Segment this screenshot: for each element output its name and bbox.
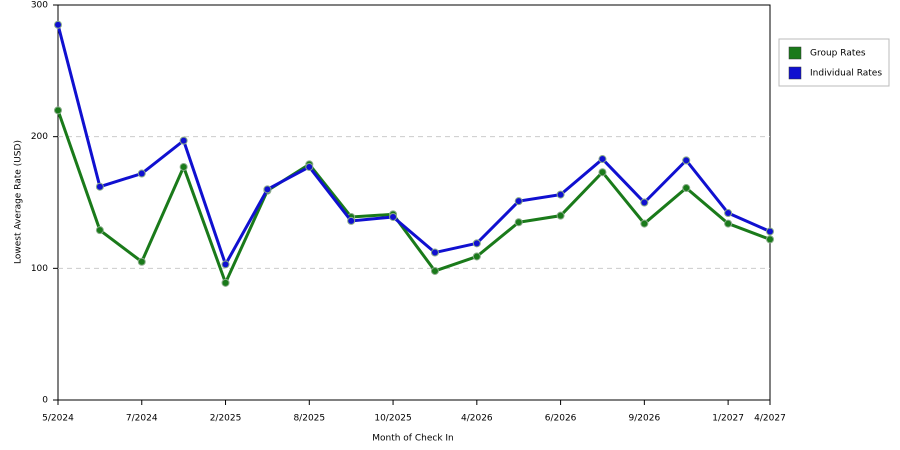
data-point	[221, 260, 230, 269]
x-tick-label: 7/2024	[126, 414, 158, 424]
data-point	[389, 212, 398, 221]
data-point	[54, 20, 62, 29]
data-point	[430, 248, 439, 257]
x-tick-label: 4/2026	[461, 414, 493, 424]
data-point	[556, 190, 565, 199]
data-point	[347, 216, 356, 225]
legend-label: Individual Rates	[810, 69, 882, 79]
data-point	[137, 169, 146, 178]
legend-swatch	[788, 66, 802, 80]
data-point	[598, 168, 607, 177]
data-point	[640, 198, 649, 207]
data-point	[766, 227, 774, 236]
y-axis-label: Lowest Average Rate (USD)	[14, 140, 24, 264]
data-point	[724, 209, 733, 218]
y-tick-label: 100	[31, 264, 48, 274]
data-point	[179, 136, 188, 145]
data-point	[472, 252, 481, 261]
x-tick-label: 2/2025	[210, 414, 242, 424]
y-tick-label: 300	[31, 1, 48, 11]
data-point	[95, 226, 104, 235]
series-line	[56, 24, 771, 269]
data-point	[263, 185, 272, 194]
legend-label: Group Rates	[810, 49, 866, 59]
x-tick-label: 4/2027	[754, 414, 786, 424]
legend-swatch	[788, 46, 802, 60]
data-point	[724, 219, 733, 228]
x-tick-label: 10/2025	[374, 414, 411, 424]
data-point	[221, 278, 230, 287]
x-axis-label: Month of Check In	[372, 434, 454, 444]
data-point	[305, 162, 314, 171]
data-point	[682, 184, 691, 193]
data-point	[95, 182, 104, 191]
x-tick-label: 6/2026	[545, 414, 577, 424]
data-point	[682, 156, 691, 165]
series-line	[56, 109, 771, 287]
data-point	[472, 239, 481, 248]
x-tick-label: 8/2025	[293, 414, 325, 424]
data-point	[137, 257, 146, 266]
x-tick-label: 1/2027	[712, 414, 744, 424]
data-point	[430, 266, 439, 275]
data-point	[54, 106, 62, 115]
data-point	[514, 197, 523, 206]
y-tick-label: 200	[31, 132, 48, 142]
y-tick-label: 0	[42, 396, 48, 406]
data-point	[598, 155, 607, 164]
x-tick-label: 5/2024	[42, 414, 74, 424]
data-point	[766, 235, 774, 244]
x-tick-label: 9/2026	[629, 414, 661, 424]
data-point	[640, 219, 649, 228]
plot-frame	[57, 4, 771, 401]
data-point	[179, 162, 188, 171]
data-point	[514, 218, 523, 227]
data-point	[556, 211, 565, 220]
